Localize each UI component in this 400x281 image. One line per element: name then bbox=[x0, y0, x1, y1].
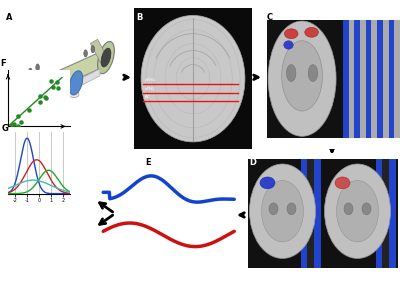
Bar bbox=[248, 159, 323, 268]
Ellipse shape bbox=[250, 164, 316, 259]
Ellipse shape bbox=[308, 65, 318, 81]
Text: aTHL: aTHL bbox=[145, 87, 156, 90]
Point bbox=[42, 95, 48, 99]
Text: pTHL: pTHL bbox=[145, 78, 156, 82]
Text: C: C bbox=[267, 13, 273, 22]
Bar bbox=[377, 20, 383, 138]
Point bbox=[36, 100, 43, 104]
Ellipse shape bbox=[98, 42, 114, 74]
Point bbox=[50, 85, 56, 89]
Bar bbox=[300, 159, 307, 268]
Point bbox=[37, 94, 43, 98]
Point bbox=[54, 85, 61, 90]
Bar bbox=[307, 159, 314, 268]
Ellipse shape bbox=[45, 91, 54, 103]
Ellipse shape bbox=[36, 64, 40, 71]
Point bbox=[26, 108, 32, 112]
Bar bbox=[348, 20, 354, 138]
Bar bbox=[389, 159, 396, 268]
Text: F: F bbox=[0, 59, 6, 68]
Point bbox=[10, 121, 17, 126]
Bar bbox=[366, 20, 372, 138]
Bar bbox=[388, 20, 394, 138]
Bar bbox=[372, 20, 377, 138]
Ellipse shape bbox=[344, 203, 353, 215]
Ellipse shape bbox=[284, 41, 293, 49]
Bar bbox=[323, 159, 398, 268]
Bar bbox=[354, 20, 360, 138]
Ellipse shape bbox=[141, 15, 245, 142]
Point bbox=[18, 120, 24, 124]
Bar bbox=[314, 159, 321, 268]
Ellipse shape bbox=[282, 41, 322, 111]
Bar bbox=[360, 20, 366, 138]
Bar bbox=[376, 159, 382, 268]
Ellipse shape bbox=[14, 90, 23, 109]
Bar bbox=[394, 20, 400, 138]
Text: A: A bbox=[6, 13, 13, 22]
Ellipse shape bbox=[69, 71, 83, 95]
Text: G: G bbox=[2, 124, 9, 133]
Ellipse shape bbox=[260, 177, 275, 189]
Bar bbox=[382, 159, 389, 268]
Point bbox=[48, 79, 54, 83]
Polygon shape bbox=[90, 39, 110, 66]
Bar bbox=[383, 20, 388, 138]
Ellipse shape bbox=[262, 180, 304, 242]
Ellipse shape bbox=[284, 29, 298, 39]
Point bbox=[15, 123, 22, 128]
Bar bbox=[343, 20, 348, 138]
Ellipse shape bbox=[268, 21, 336, 136]
Polygon shape bbox=[10, 48, 110, 110]
Ellipse shape bbox=[84, 50, 88, 57]
Ellipse shape bbox=[101, 48, 111, 67]
Ellipse shape bbox=[54, 82, 79, 98]
Ellipse shape bbox=[305, 28, 318, 37]
Ellipse shape bbox=[336, 180, 378, 242]
Ellipse shape bbox=[287, 203, 296, 215]
Ellipse shape bbox=[362, 203, 371, 215]
Ellipse shape bbox=[10, 84, 27, 116]
Point bbox=[54, 80, 60, 84]
Ellipse shape bbox=[269, 203, 278, 215]
Point bbox=[43, 96, 50, 100]
Ellipse shape bbox=[29, 68, 32, 75]
Polygon shape bbox=[26, 69, 100, 114]
Text: B: B bbox=[136, 13, 143, 22]
Point bbox=[8, 123, 15, 127]
Bar bbox=[267, 20, 343, 138]
Text: AC: AC bbox=[145, 95, 150, 99]
Ellipse shape bbox=[91, 46, 94, 53]
Ellipse shape bbox=[324, 164, 390, 259]
Text: E: E bbox=[145, 158, 151, 167]
Ellipse shape bbox=[286, 65, 296, 81]
Ellipse shape bbox=[335, 177, 350, 189]
Point bbox=[15, 114, 22, 118]
Text: D: D bbox=[250, 158, 256, 167]
